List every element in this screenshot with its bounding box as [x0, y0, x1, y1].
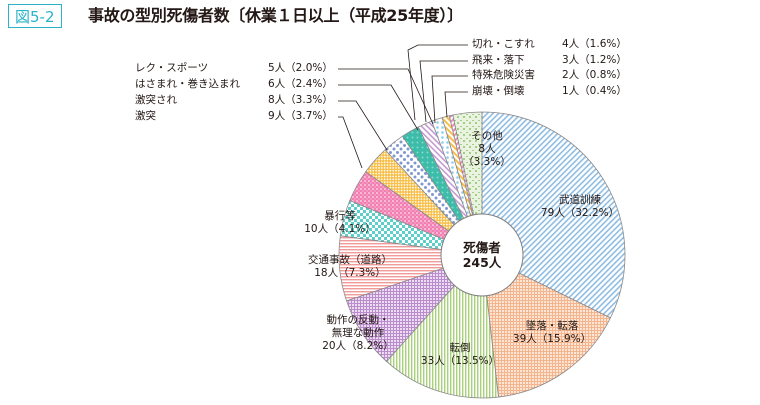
- center-total-label: 死傷者 245人: [442, 240, 522, 270]
- label-pct: （3.3%）: [463, 156, 511, 168]
- label-tsuiraku: 墜落・転落 39人（15.9%）: [507, 320, 597, 346]
- label-budo: 武道訓練 79人（32.2%）: [535, 194, 625, 220]
- label-gekitotsu: 激突: [135, 110, 156, 122]
- label-tento: 転倒 33人（13.5%）: [415, 342, 505, 368]
- value-gekitotsu: 9人（3.7%）: [268, 110, 333, 122]
- value-rec-sports: 5人（2.0%）: [268, 62, 333, 74]
- label-name: 武道訓練: [559, 194, 601, 206]
- label-rec-sports: レク・スポーツ: [135, 62, 209, 74]
- label-name: 転倒: [449, 342, 471, 354]
- label-hasamare: はさまれ・巻き込まれ: [135, 78, 240, 90]
- label-kire: 切れ・こすれ: [472, 38, 535, 50]
- label-name: その他: [471, 130, 503, 142]
- label-name-2: 無理な動作: [331, 327, 385, 339]
- pie-slice-1: [481, 254, 611, 398]
- label-value: 18人（7.3%）: [314, 267, 386, 279]
- value-hasamare: 6人（2.4%）: [268, 78, 333, 90]
- label-hokai: 崩壊・倒壊: [472, 85, 525, 97]
- value-tokushu: 2人（0.8%）: [562, 69, 627, 81]
- leader-lines: [338, 44, 468, 169]
- label-count: 8人: [478, 143, 496, 155]
- center-hole: [440, 213, 524, 297]
- label-gekitotsusare: 激突され: [135, 94, 177, 106]
- label-name: 墜落・転落: [525, 320, 579, 332]
- label-name: 動作の反動・: [326, 314, 390, 326]
- value-kire: 4人（1.6%）: [562, 38, 627, 50]
- figure-number-badge: 図5-2: [8, 4, 62, 28]
- label-value: 33人（13.5%）: [420, 355, 500, 367]
- label-name: 暴行等: [324, 210, 356, 222]
- value-gekitotsusare: 8人（3.3%）: [268, 94, 333, 106]
- label-value: 20人（8.2%）: [322, 340, 394, 352]
- label-name: 交通事故（道路）: [308, 254, 392, 266]
- label-dosa: 動作の反動・ 無理な動作 20人（8.2%）: [318, 314, 398, 353]
- label-hirai: 飛来・落下: [472, 54, 525, 66]
- label-value: 39人（15.9%）: [512, 333, 592, 345]
- label-kotsu: 交通事故（道路） 18人（7.3%）: [300, 254, 400, 280]
- value-hokai: 1人（0.4%）: [562, 85, 627, 97]
- label-boko: 暴行等 10人（4.1%）: [300, 210, 380, 236]
- label-tokushu: 特殊危険災害: [472, 69, 535, 81]
- center-title: 死傷者: [463, 240, 501, 255]
- chart-title: 事故の型別死傷者数〔休業１日以上（平成25年度）〕: [88, 6, 463, 25]
- label-value: 10人（4.1%）: [304, 223, 376, 235]
- center-total: 245人: [462, 255, 502, 270]
- value-hirai: 3人（1.2%）: [562, 54, 627, 66]
- label-sonota: その他 8人 （3.3%）: [462, 130, 512, 169]
- label-value: 79人（32.2%）: [540, 207, 620, 219]
